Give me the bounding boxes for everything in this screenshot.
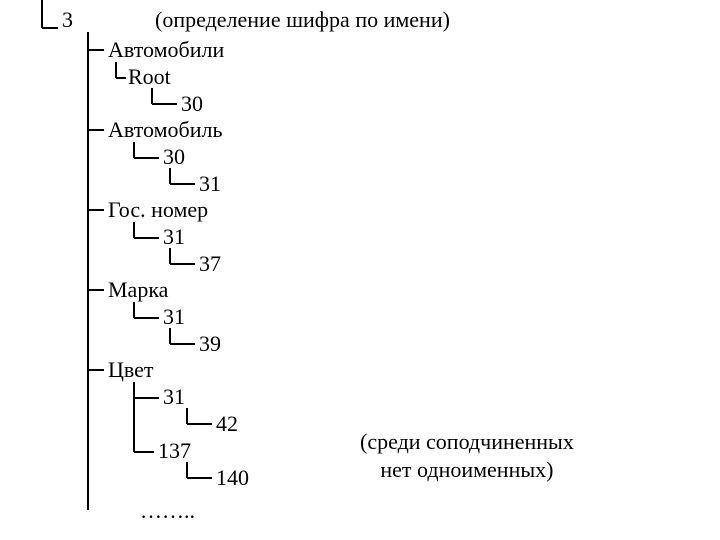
node-30-a: 30 [181, 93, 203, 115]
node-39: 39 [199, 333, 221, 355]
node-31-a: 31 [199, 173, 221, 195]
node-marka: Марка [108, 279, 168, 301]
node-137: 137 [158, 440, 191, 462]
node-31-d: 31 [163, 386, 185, 408]
root-annotation: (определение шифра по имени) [155, 9, 450, 31]
node-31-b: 31 [163, 226, 185, 248]
ellipsis: …….. [140, 500, 195, 522]
node-gosnomer: Гос. номер [108, 199, 208, 221]
node-cvet: Цвет [108, 359, 154, 381]
tree-diagram: 3 (определение шифра по имени) Автомобил… [0, 0, 720, 540]
node-avtomobili: Автомобили [108, 39, 224, 61]
node-140: 140 [216, 467, 249, 489]
root-number: 3 [62, 9, 73, 31]
side-annotation: (среди соподчиненныхнет одноименных) [360, 428, 574, 483]
node-30-b: 30 [163, 146, 185, 168]
node-42: 42 [216, 413, 238, 435]
node-37: 37 [199, 253, 221, 275]
node-avtomobil: Автомобиль [108, 119, 223, 141]
node-root: Root [128, 66, 171, 88]
node-31-c: 31 [163, 306, 185, 328]
